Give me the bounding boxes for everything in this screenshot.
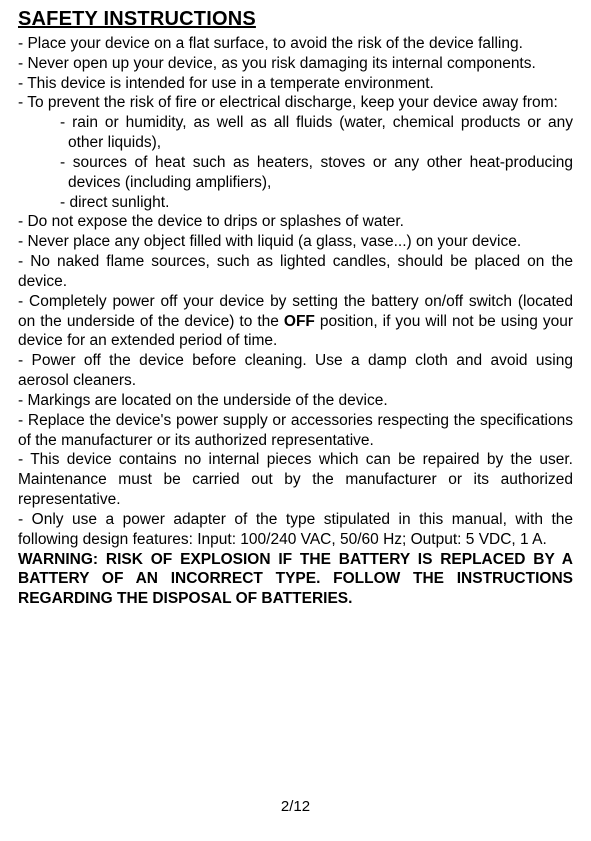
instruction-item: - Never place any object filled with liq…: [18, 232, 573, 252]
content-body: - Place your device on a flat surface, t…: [18, 34, 573, 609]
section-title: SAFETY INSTRUCTIONS: [18, 8, 573, 31]
instruction-item: - Markings are located on the underside …: [18, 391, 573, 411]
sub-instruction-item: - direct sunlight.: [60, 193, 573, 213]
instruction-item: - Do not expose the device to drips or s…: [18, 212, 573, 232]
instruction-item: - Place your device on a flat surface, t…: [18, 34, 573, 54]
sub-instruction-item: - sources of heat such as heaters, stove…: [60, 153, 573, 193]
instruction-item: - This device is intended for use in a t…: [18, 74, 573, 94]
sub-instruction-item: - rain or humidity, as well as all fluid…: [60, 113, 573, 153]
sub-list: - rain or humidity, as well as all fluid…: [18, 113, 573, 212]
instruction-item: - To prevent the risk of fire or electri…: [18, 93, 573, 113]
instruction-item: - Completely power off your device by se…: [18, 292, 573, 351]
page-number: 2/12: [0, 798, 591, 815]
instruction-item: - Only use a power adapter of the type s…: [18, 510, 573, 550]
instruction-item: - Replace the device's power supply or a…: [18, 411, 573, 451]
instruction-item: - Never open up your device, as you risk…: [18, 54, 573, 74]
instruction-item: - Power off the device before cleaning. …: [18, 351, 573, 391]
warning-text: WARNING: RISK OF EXPLOSION IF THE BATTER…: [18, 550, 573, 609]
bold-text: OFF: [284, 313, 315, 330]
instruction-item: - This device contains no internal piece…: [18, 450, 573, 509]
instruction-item: - No naked flame sources, such as lighte…: [18, 252, 573, 292]
